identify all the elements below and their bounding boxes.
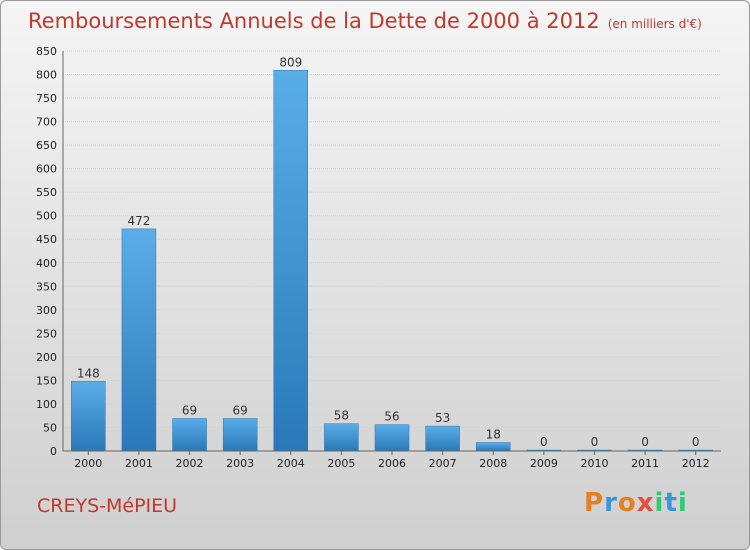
x-tick-label: 2012 [682,457,710,470]
bar-value-label: 0 [540,435,548,449]
y-tick-label: 650 [36,139,57,152]
bar-value-label: 148 [77,366,100,380]
y-tick-label: 100 [36,398,57,411]
bar-2007 [425,425,460,452]
bar-value-label: 56 [384,410,399,424]
x-tick-label: 2000 [74,457,102,470]
logo-letter: r [604,488,618,518]
y-tick-label: 50 [43,421,57,434]
y-tick-label: 700 [36,116,57,129]
bar-value-label: 53 [435,411,450,425]
bar-value-label: 0 [641,435,649,449]
bar-value-label: 0 [591,435,599,449]
y-tick-label: 300 [36,304,57,317]
y-tick-label: 600 [36,163,57,176]
x-tick-label: 2004 [277,457,305,470]
y-tick-label: 750 [36,92,57,105]
x-tick-label: 2009 [530,457,558,470]
y-tick-label: 450 [36,233,57,246]
y-tick-label: 0 [50,445,57,458]
grid-layer [63,50,721,452]
bar-value-label: 18 [486,428,501,442]
x-tick-label: 2008 [479,457,507,470]
x-tick-label: 2003 [226,457,254,470]
bars-layer: 148 472 69 69 809 58 56 53 18 0 0 0 0 [71,55,713,452]
bar-2004 [273,70,309,452]
axis-layer: 0 50 100 150 200 250 300 350 400 450 500 550 600 650 7… [36,45,721,470]
y-tick-label: 250 [36,327,57,340]
bar-2001 [121,228,157,452]
y-tick-label: 850 [36,45,57,58]
x-tick-label: 2001 [125,457,153,470]
bar-value-label: 69 [182,404,197,418]
bar-value-label: 472 [127,214,150,228]
bar-2000 [71,381,106,452]
logo-letter: i [654,488,665,518]
bar-2008 [475,442,511,452]
logo-letter: t [664,488,678,518]
bar-2006 [374,424,410,452]
y-tick-label: 200 [36,351,57,364]
y-tick-label: 350 [36,280,57,293]
bar-2002 [172,418,207,452]
logo-letter: i [677,488,688,518]
bar-2005 [324,423,359,452]
x-tick-label: 2005 [327,457,355,470]
chart-title: Remboursements Annuels de la Dette de 20… [28,9,702,33]
y-tick-label: 400 [36,257,57,270]
logo-letter: o [617,488,637,518]
x-tick-label: 2007 [429,457,457,470]
commune-name: CREYS-MéPIEU [37,495,178,517]
logo-letter: P [584,488,605,518]
bar-value-label: 69 [233,404,248,418]
x-tick-label: 2006 [378,457,406,470]
y-tick-label: 500 [36,210,57,223]
y-tick-label: 550 [36,186,57,199]
chart-title-text: Remboursements Annuels de la Dette de 20… [28,9,600,33]
x-tick-label: 2002 [176,457,204,470]
bar-value-label: 809 [279,55,302,69]
bar-value-label: 0 [692,435,700,449]
logo-letter: x [636,488,655,518]
bar-value-label: 58 [334,409,349,423]
y-tick-label: 150 [36,374,57,387]
proxiti-logo: Proxiti [584,488,688,518]
x-tick-label: 2010 [580,457,608,470]
bar-2003 [222,418,258,452]
chart-subtitle: (en milliers d'€) [607,17,702,31]
y-tick-label: 800 [36,69,57,82]
x-tick-label: 2011 [631,457,659,470]
